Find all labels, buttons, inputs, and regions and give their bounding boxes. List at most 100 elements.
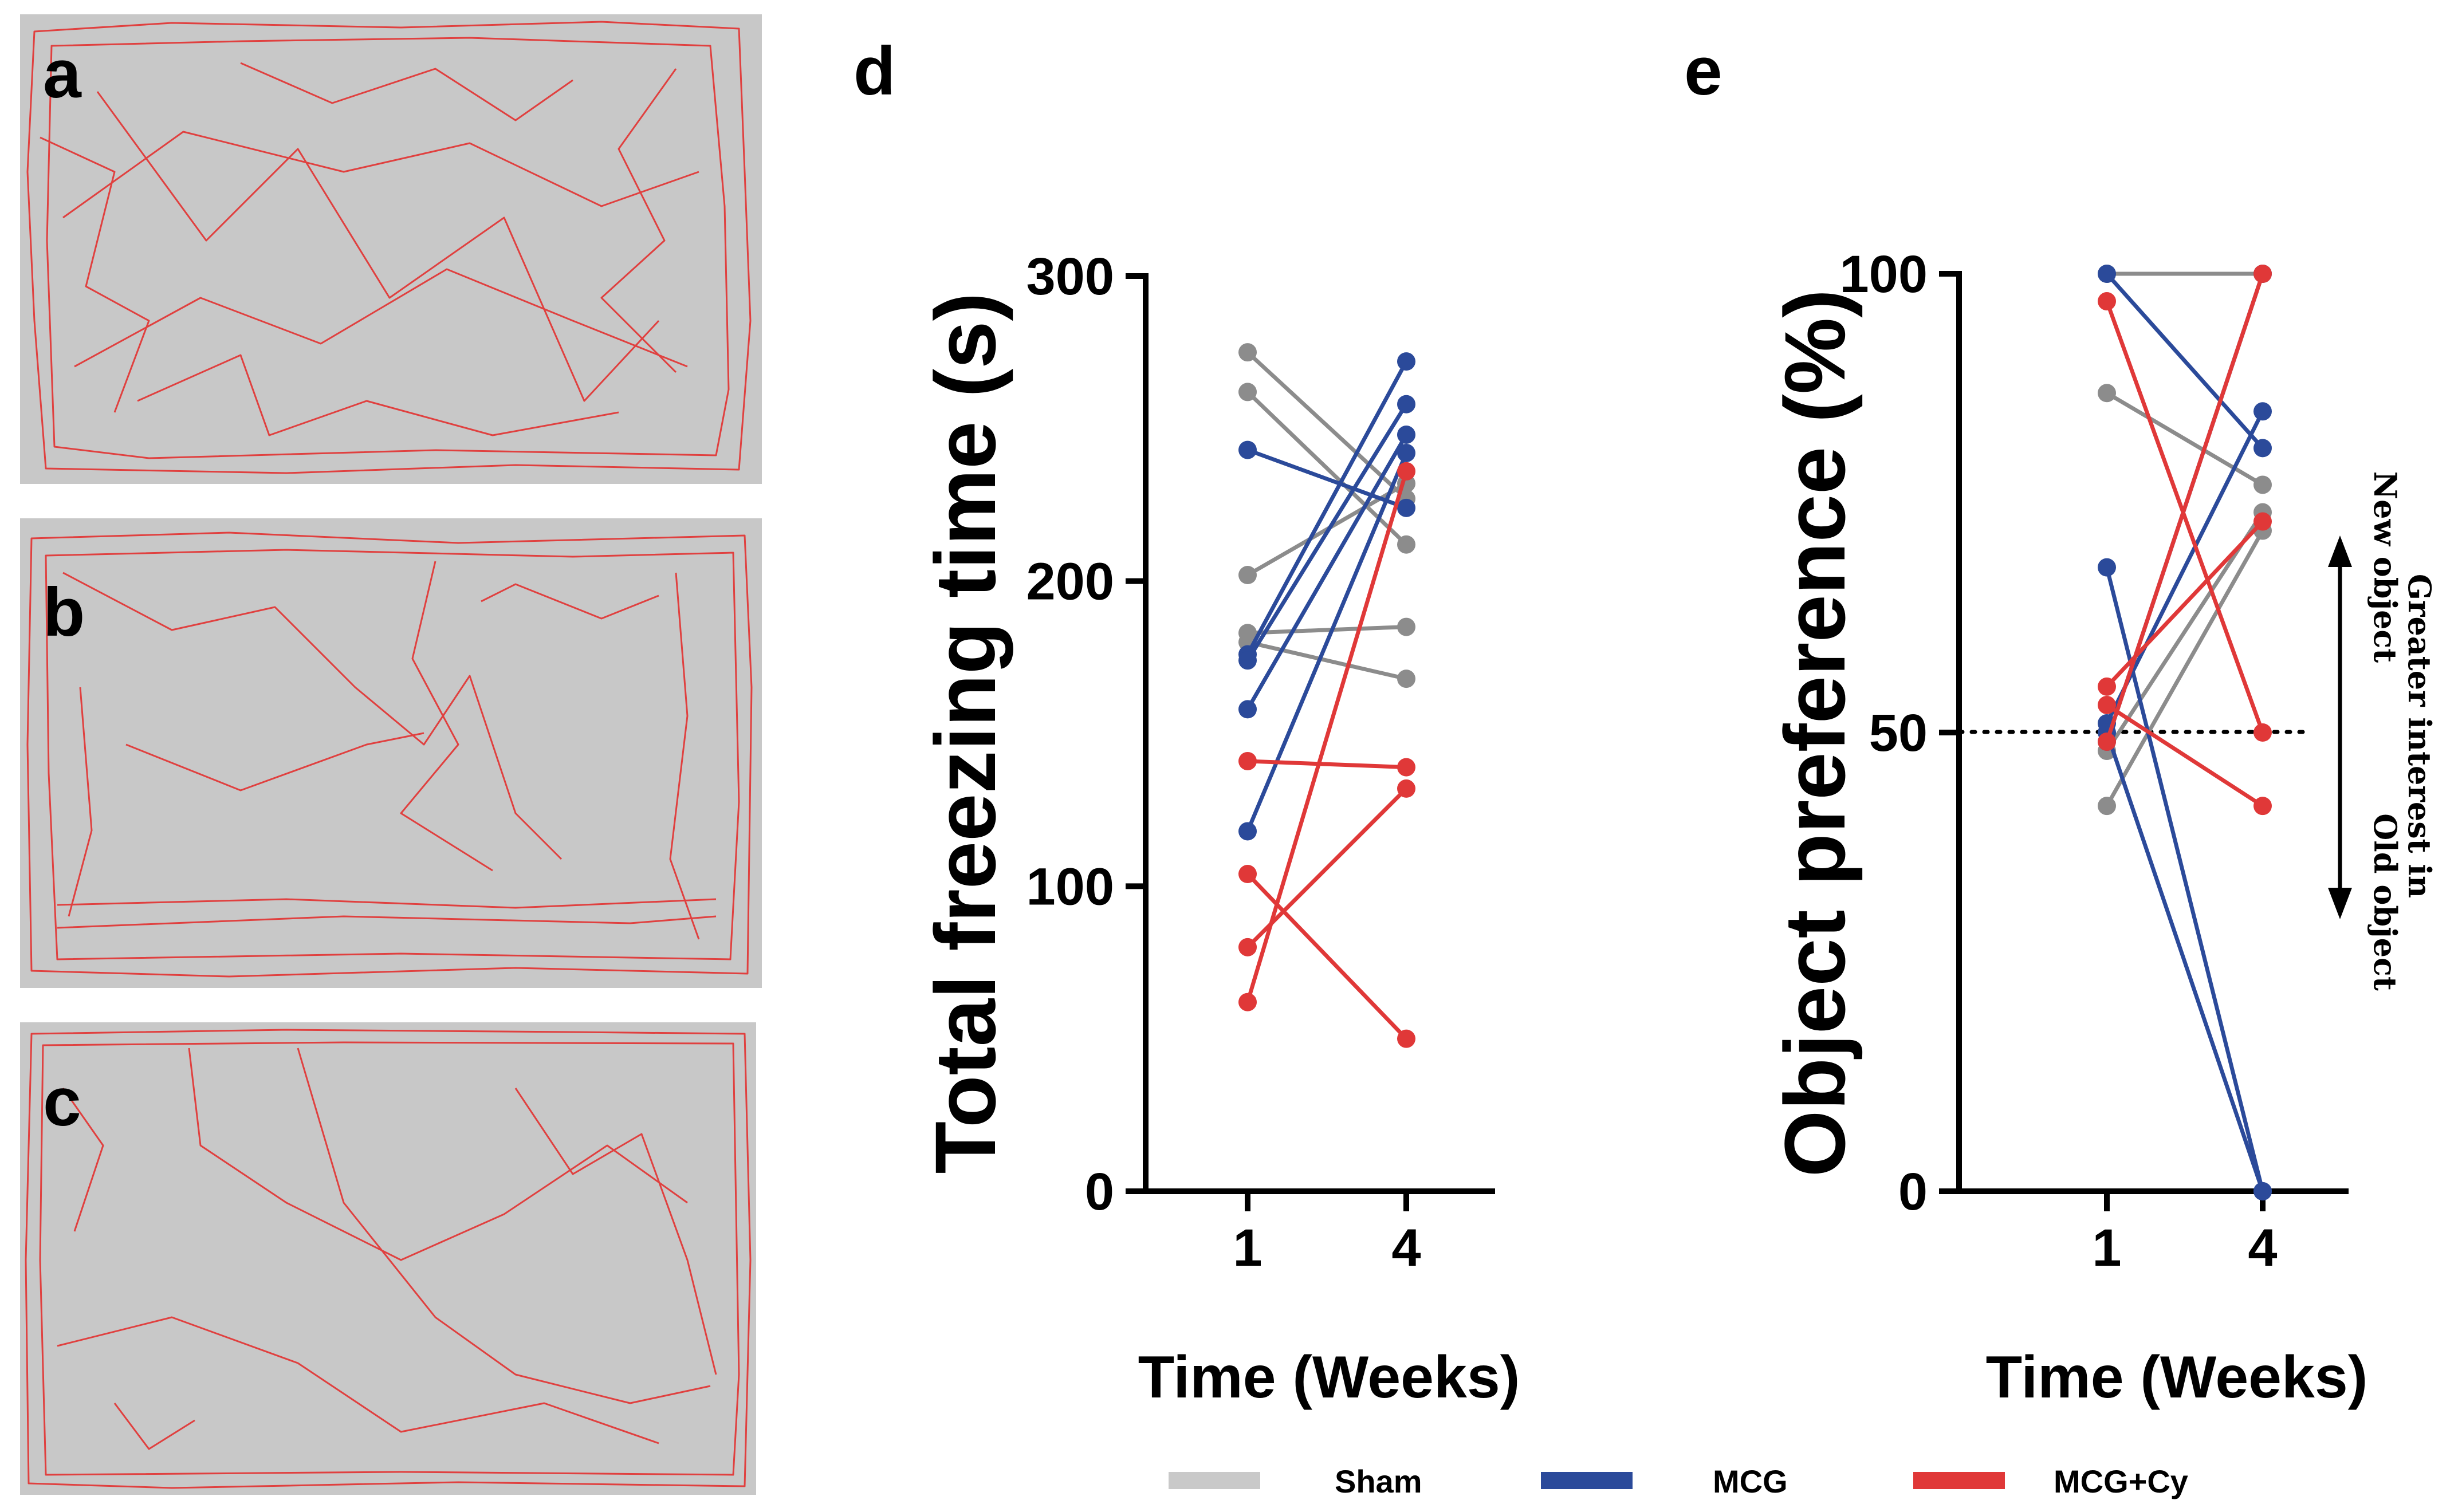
legend-swatch-mcg (1541, 1472, 1633, 1489)
series-line (2105, 273, 2265, 743)
series-line (2105, 511, 2264, 752)
series-line (2105, 272, 2264, 450)
legend-label-mcg: MCG (1713, 1463, 1788, 1499)
legend-swatch-sham (1169, 1472, 1260, 1489)
data-point (1238, 865, 1257, 884)
chart-d-axes (1143, 273, 1495, 1194)
y-tick-label: 50 (1869, 704, 1928, 762)
data-point (2098, 384, 2116, 403)
chart-e-yticks: 0 50 100 (1840, 245, 1959, 1221)
arena-a (20, 14, 762, 484)
chart-d-yticks: 0 100 200 300 (1027, 247, 1146, 1221)
series-line (1246, 351, 1408, 501)
series-line (1247, 625, 1407, 635)
data-point (2253, 265, 2272, 283)
legend-swatch-mcg-cy (1913, 1472, 2005, 1489)
series-line (2105, 410, 2265, 724)
series-mcg-cy (1238, 462, 1415, 1048)
y-tick-label: 0 (1085, 1163, 1114, 1221)
data-point (2253, 512, 2272, 531)
chart-d-xlabel: Time (Weeks) (1138, 1344, 1520, 1411)
series-line (1246, 448, 1407, 510)
series-line (2105, 529, 2265, 807)
series-line (1246, 403, 1408, 662)
data-point (2253, 1182, 2272, 1200)
data-point (2253, 797, 2272, 816)
annotation-arrow-down-icon (2328, 888, 2352, 919)
data-point (1238, 383, 1257, 401)
legend-item-mcg-cy: MCG+Cy (1913, 1463, 2188, 1499)
panel-letter-b: b (43, 574, 85, 651)
chart-e-annotation: Greater interest in New object Old objec… (2328, 471, 2438, 991)
data-point (1397, 670, 1415, 688)
track-c (25, 1029, 752, 1489)
annotation-old-object: Old object (2367, 813, 2404, 991)
data-point (1397, 535, 1415, 554)
data-point (2253, 723, 2272, 742)
data-point (2098, 677, 2116, 696)
legend: Sham MCG MCG+Cy (1169, 1463, 2188, 1499)
y-tick-label: 0 (1898, 1163, 1928, 1221)
series-line (2105, 520, 2264, 688)
data-point (1397, 352, 1415, 371)
annotation-arrow-up-icon (2328, 536, 2352, 567)
series-mcg (1238, 352, 1415, 841)
data-point (1397, 425, 1415, 444)
panel-letter-e: e (1684, 33, 1722, 109)
chart-d-ylabel: Total freezing time (s) (917, 292, 1013, 1174)
data-point (1397, 617, 1415, 636)
data-point (1238, 440, 1257, 459)
y-tick-label: 300 (1027, 247, 1115, 306)
data-point (1238, 822, 1257, 841)
chart-d-series (1238, 343, 1415, 1048)
series-line (1247, 759, 1407, 770)
data-point (2098, 265, 2116, 283)
panel-letter-d: d (854, 33, 895, 109)
annotation-new-object: New object (2367, 471, 2404, 663)
series-line (1245, 470, 1409, 1003)
data-point (1397, 443, 1415, 462)
series-line (1245, 434, 1409, 711)
track-b (26, 531, 753, 978)
data-point (1238, 700, 1257, 719)
data-point (1397, 395, 1415, 414)
data-point (1238, 993, 1257, 1011)
panel-a (20, 14, 762, 484)
legend-item-mcg: MCG (1541, 1463, 1788, 1499)
x-tick-label: 1 (2092, 1219, 2121, 1277)
panel-c (20, 1022, 756, 1495)
data-point (1238, 651, 1257, 670)
legend-label-mcg-cy: MCG+Cy (2054, 1463, 2188, 1499)
series-mcg-cy (2098, 265, 2272, 816)
series-line (1246, 390, 1408, 546)
x-tick-label: 4 (2248, 1219, 2277, 1277)
data-point (2098, 292, 2116, 311)
series-line (2106, 391, 2264, 487)
x-tick-label: 4 (1391, 1219, 1421, 1277)
data-point (2098, 733, 2116, 751)
arena-b (20, 518, 762, 988)
series-line (1246, 787, 1408, 949)
data-point (1397, 498, 1415, 517)
series-line (2106, 703, 2264, 808)
y-tick-label: 100 (1840, 245, 1928, 304)
data-point (1238, 938, 1257, 956)
series-line (1245, 452, 1409, 832)
x-tick-label: 1 (1233, 1219, 1262, 1277)
panel-letter-a: a (43, 36, 82, 112)
panel-b (20, 518, 762, 988)
data-point (2098, 558, 2116, 577)
data-point (1238, 343, 1257, 362)
data-point (2098, 695, 2116, 714)
series-line (1246, 872, 1408, 1041)
annotation-title: Greater interest in (2401, 574, 2438, 898)
y-tick-label: 200 (1027, 553, 1115, 611)
legend-item-sham: Sham (1169, 1463, 1422, 1499)
data-point (1397, 1029, 1415, 1048)
chart-e-series (2098, 265, 2272, 1200)
